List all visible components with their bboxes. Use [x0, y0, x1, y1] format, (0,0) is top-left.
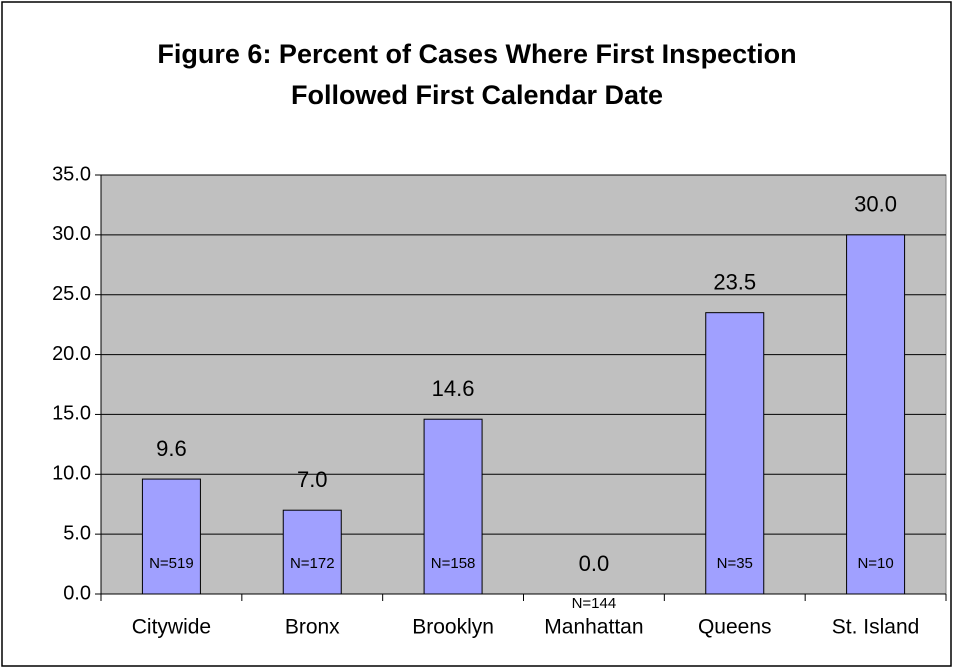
- y-tick-label: 30.0: [52, 223, 91, 245]
- n-label: N=172: [290, 555, 335, 572]
- x-tick-label: Manhattan: [544, 616, 643, 639]
- bar: [846, 234, 906, 595]
- x-tick-label: St. Island: [832, 616, 920, 639]
- plot-area: [100, 174, 947, 595]
- y-tick-label: 5.0: [63, 522, 91, 544]
- n-label: N=144: [572, 595, 617, 612]
- bar: [423, 418, 483, 595]
- x-tick-label: Citywide: [132, 616, 211, 639]
- bar: [705, 312, 765, 595]
- value-label: 9.6: [156, 436, 187, 461]
- value-label: 7.0: [297, 467, 328, 492]
- x-tick-label: Brooklyn: [412, 616, 494, 639]
- bar: [282, 509, 342, 595]
- y-tick-label: 10.0: [52, 463, 91, 485]
- n-label: N=519: [149, 555, 194, 572]
- value-label: 0.0: [579, 551, 610, 576]
- y-tick-label: 25.0: [52, 283, 91, 305]
- n-label: N=35: [717, 555, 753, 572]
- n-label: N=10: [857, 555, 893, 572]
- chart-title: Figure 6: Percent of Cases Where First I…: [157, 39, 796, 69]
- y-tick-label: 0.0: [63, 582, 91, 604]
- value-label: 23.5: [713, 269, 756, 294]
- chart-title: Followed First Calendar Date: [291, 80, 663, 110]
- n-label: N=158: [431, 555, 476, 572]
- y-tick-label: 35.0: [52, 163, 91, 185]
- x-tick-label: Bronx: [285, 616, 340, 639]
- value-label: 30.0: [854, 192, 897, 217]
- bar: [141, 478, 201, 595]
- value-label: 14.6: [432, 376, 475, 401]
- x-tick-label: Queens: [698, 616, 772, 639]
- y-tick-label: 15.0: [52, 403, 91, 425]
- y-tick-label: 20.0: [52, 343, 91, 365]
